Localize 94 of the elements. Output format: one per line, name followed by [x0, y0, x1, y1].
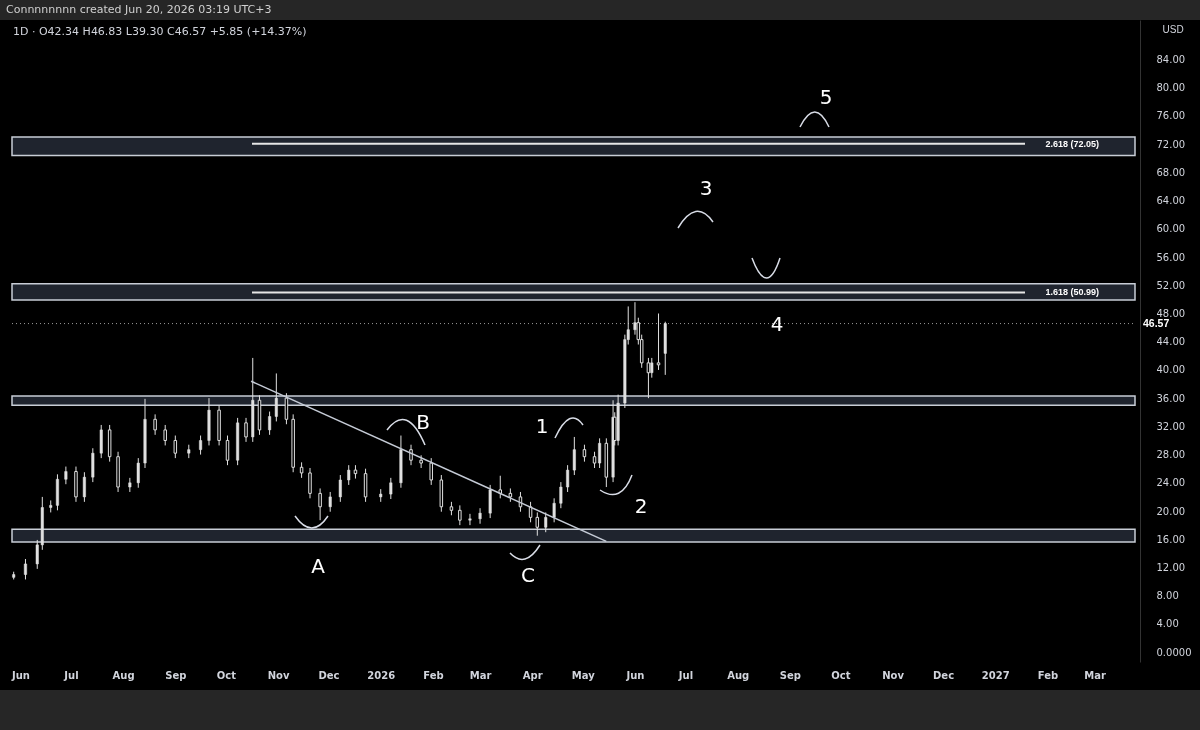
x-tick-label: May [571, 669, 596, 681]
y-tick-label: 44.00 [1156, 336, 1186, 348]
candlestick [274, 372, 278, 422]
y-tick-label: 32.00 [1156, 420, 1186, 432]
annotation: 4 [770, 312, 784, 336]
candlestick [308, 467, 312, 499]
ref-line-label: 1.618 (50.99) [1045, 287, 1099, 298]
ref-line-label: 46.57 [1143, 316, 1170, 329]
ref-line-label: 2.618 (72.05) [1045, 138, 1099, 149]
y-tick-label: 4.00 [1156, 618, 1179, 630]
y-tick-label: 72.00 [1156, 138, 1186, 150]
x-tick-label: Dec [933, 669, 955, 681]
candlestick [488, 484, 492, 519]
candlestick [552, 497, 556, 523]
x-tick-label: Nov [267, 669, 290, 681]
candlestick [244, 417, 248, 443]
y-tick-label: 12.00 [1156, 561, 1186, 573]
annotation: 2 [634, 494, 648, 518]
annotation: 5 [819, 85, 833, 109]
candlestick [338, 474, 342, 503]
y-tick-label: 36.00 [1156, 392, 1186, 404]
y-tick-label: 60.00 [1156, 223, 1186, 235]
candlestick [566, 464, 570, 493]
candlestick [478, 507, 482, 525]
candlestick [559, 481, 563, 509]
x-tick-label: 2026 [367, 669, 396, 681]
candlestick [163, 424, 167, 446]
y-tick-label: 80.00 [1156, 82, 1186, 94]
candlestick [650, 357, 654, 379]
annotation: 3 [699, 176, 713, 200]
x-tick-label: Mar [469, 669, 492, 681]
candlestick [419, 454, 423, 469]
x-tick-label: Sep [165, 669, 187, 681]
candlestick [347, 464, 351, 486]
x-tick-label: Jun [625, 669, 645, 681]
x-tick-label: Jul [63, 669, 79, 681]
y-tick-label: 16.00 [1156, 533, 1186, 545]
candlestick [656, 312, 661, 371]
annotation: A [311, 554, 326, 578]
candlestick [173, 435, 178, 459]
x-tick-label: Feb [1037, 669, 1059, 681]
y-tick-label: 68.00 [1156, 166, 1186, 178]
candlestick [328, 491, 332, 513]
annotation: B [416, 410, 430, 434]
y-axis-title: USD [1162, 23, 1184, 35]
x-tick-label: Aug [112, 669, 135, 681]
y-tick-label: 56.00 [1156, 251, 1186, 263]
candlestick [389, 477, 393, 500]
candlestick [128, 477, 132, 493]
x-tick-label: Aug [727, 669, 750, 681]
chart-title: 1D · O42.34 H46.83 L39.30 C46.57 +5.85 (+14.37%) [13, 25, 307, 38]
candlestick [572, 436, 576, 476]
x-tick-label: Feb [423, 669, 444, 681]
x-tick-label: Jun [10, 669, 30, 681]
candlestick [99, 424, 103, 459]
x-tick-label: Oct [831, 669, 851, 681]
candlestick [82, 471, 86, 503]
candlestick [458, 504, 462, 526]
annotation: C [521, 563, 535, 587]
x-tick-label: Jul [677, 669, 694, 681]
y-tick-label: 76.00 [1156, 110, 1186, 122]
candlestick [598, 437, 602, 469]
candlestick [199, 435, 203, 456]
x-tick-label: Dec [318, 669, 340, 681]
x-tick-label: 2027 [981, 669, 1010, 681]
x-tick-label: Nov [882, 669, 905, 681]
x-tick-label: Sep [779, 669, 801, 681]
candlestick [91, 447, 95, 483]
x-tick-label: Mar [1084, 669, 1106, 681]
candlestick [23, 558, 27, 580]
y-tick-label: 0.0000 [1156, 646, 1192, 658]
y-tick-label: 24.00 [1156, 477, 1186, 489]
y-tick-label: 52.00 [1156, 279, 1186, 291]
candlestick [268, 411, 272, 436]
x-tick-label: Apr [522, 669, 543, 681]
y-tick-label: 28.00 [1156, 449, 1186, 461]
candlestick [318, 487, 322, 521]
candlestick [153, 413, 157, 436]
y-tick-label: 84.00 [1156, 54, 1186, 66]
candlestick [498, 475, 503, 499]
text: Connnnnnnn created Jun 20, 2026 03:19 UTC+3 [6, 3, 272, 16]
y-tick-label: 40.00 [1156, 364, 1186, 376]
candlestick [544, 511, 548, 533]
y-tick-label: 48.00 [1156, 307, 1186, 319]
candlestick [136, 457, 140, 489]
candlestick [633, 301, 637, 336]
candlestick [429, 457, 433, 486]
y-tick-label: 20.00 [1156, 505, 1186, 517]
x-tick-label: Oct [216, 669, 237, 681]
y-tick-label: 64.00 [1156, 195, 1186, 207]
candlestick [535, 511, 540, 537]
y-tick-label: 8.00 [1156, 590, 1179, 602]
candlestick [468, 513, 472, 526]
annotation: 1 [535, 414, 549, 438]
